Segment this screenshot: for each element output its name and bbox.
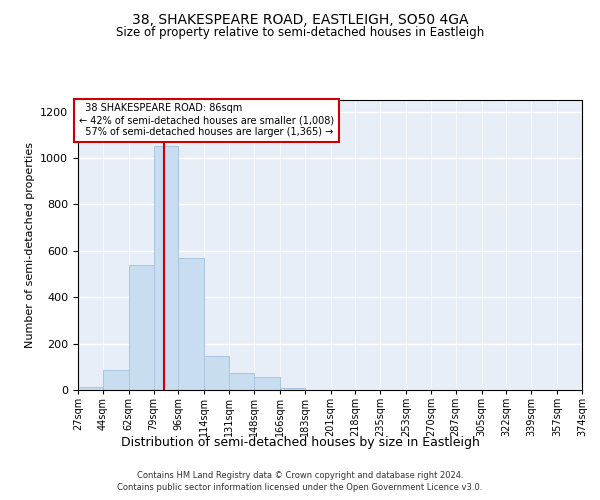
Text: Contains public sector information licensed under the Open Government Licence v3: Contains public sector information licen… — [118, 483, 482, 492]
Bar — [129, 264, 154, 390]
Bar — [229, 372, 254, 390]
Text: 38, SHAKESPEARE ROAD, EASTLEIGH, SO50 4GA: 38, SHAKESPEARE ROAD, EASTLEIGH, SO50 4G… — [132, 12, 468, 26]
Bar — [154, 146, 178, 390]
Y-axis label: Number of semi-detached properties: Number of semi-detached properties — [25, 142, 35, 348]
Bar — [103, 370, 129, 390]
Bar — [205, 356, 229, 390]
Bar — [254, 377, 280, 390]
Bar — [280, 388, 305, 390]
Text: 38 SHAKESPEARE ROAD: 86sqm
← 42% of semi-detached houses are smaller (1,008)
  5: 38 SHAKESPEARE ROAD: 86sqm ← 42% of semi… — [79, 104, 334, 136]
Text: Contains HM Land Registry data © Crown copyright and database right 2024.: Contains HM Land Registry data © Crown c… — [137, 472, 463, 480]
Text: Size of property relative to semi-detached houses in Eastleigh: Size of property relative to semi-detach… — [116, 26, 484, 39]
Text: Distribution of semi-detached houses by size in Eastleigh: Distribution of semi-detached houses by … — [121, 436, 479, 449]
Bar — [78, 386, 103, 390]
Bar — [178, 258, 205, 390]
